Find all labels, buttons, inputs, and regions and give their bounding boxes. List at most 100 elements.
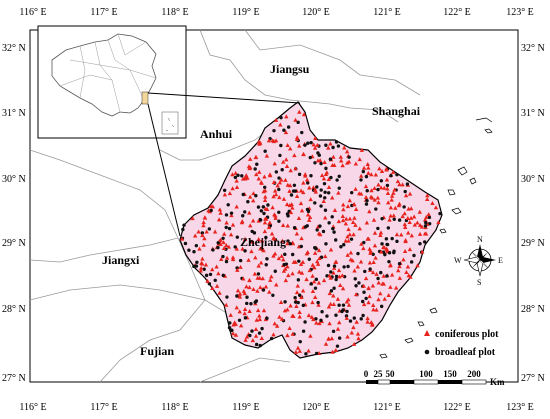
x-tick-top: 119° E	[232, 7, 259, 18]
coniferous-plot-marker	[271, 253, 276, 258]
broadleaf-plot-marker	[389, 173, 393, 178]
coniferous-plot-marker	[321, 278, 327, 283]
coniferous-plot-marker	[250, 218, 256, 223]
coniferous-plot-marker	[359, 241, 364, 246]
broadleaf-plot-marker	[207, 227, 212, 231]
plot-points	[179, 109, 442, 356]
coniferous-plot-marker	[298, 201, 304, 206]
coniferous-plot-marker	[395, 179, 401, 184]
coniferous-plot-marker	[277, 195, 282, 200]
coniferous-plot-marker	[301, 151, 306, 156]
scale-tick: 200	[467, 369, 481, 379]
coniferous-plot-marker	[355, 264, 360, 269]
coniferous-plot-marker	[377, 166, 382, 171]
coniferous-plot-marker	[242, 311, 247, 316]
coniferous-plot-marker	[217, 290, 222, 295]
broadleaf-plot-marker	[277, 210, 281, 214]
broadleaf-plot-marker	[226, 203, 230, 207]
coniferous-plot-marker	[389, 193, 395, 198]
broadleaf-plot-marker	[306, 141, 310, 145]
coniferous-plot-marker	[288, 168, 293, 173]
coniferous-plot-marker	[310, 273, 315, 278]
coniferous-plot-marker	[261, 308, 267, 313]
broadleaf-plot-marker	[334, 274, 339, 279]
coniferous-plot-marker	[316, 231, 322, 236]
coniferous-plot-marker	[239, 220, 245, 225]
broadleaf-plot-marker	[209, 208, 213, 213]
compass-s: S	[477, 278, 481, 287]
coniferous-plot-marker	[315, 158, 321, 163]
broadleaf-plot-marker	[303, 143, 307, 147]
coniferous-plot-marker	[190, 216, 195, 221]
coniferous-plot-marker	[257, 317, 263, 322]
broadleaf-plot-marker	[307, 257, 311, 261]
broadleaf-plot-marker	[380, 242, 384, 246]
coniferous-plot-marker	[279, 316, 285, 321]
coniferous-plot-marker	[327, 321, 332, 326]
coniferous-plot-marker	[234, 246, 239, 251]
broadleaf-plot-marker	[376, 226, 380, 231]
broadleaf-plot-marker	[362, 240, 366, 245]
broadleaf-plot-marker	[334, 313, 338, 317]
coniferous-plot-marker	[409, 233, 415, 238]
coniferous-plot-marker	[370, 195, 375, 200]
coniferous-plot-marker	[402, 222, 408, 227]
coniferous-plot-marker	[234, 185, 240, 190]
coniferous-plot-marker	[328, 301, 333, 306]
broadleaf-plot-marker	[227, 226, 232, 231]
x-tick-bottom: 120° E	[302, 402, 330, 413]
broadleaf-plot-marker	[221, 273, 225, 278]
coniferous-plot-marker	[385, 191, 391, 196]
coniferous-plot-marker	[327, 291, 332, 296]
broadleaf-plot-marker	[423, 224, 428, 228]
coniferous-plot-marker	[255, 308, 261, 313]
coniferous-plot-marker	[294, 135, 300, 140]
legend-coniferous-marker	[424, 330, 430, 336]
coniferous-plot-marker	[323, 341, 329, 346]
coniferous-plot-marker	[317, 321, 322, 326]
coniferous-plot-marker	[237, 309, 242, 314]
coniferous-plot-marker	[224, 220, 229, 225]
scale-bar: 0 25 50 100 150 200 Km	[364, 369, 505, 387]
coniferous-plot-marker	[304, 177, 310, 182]
coniferous-plot-marker	[353, 222, 358, 227]
broadleaf-plot-marker	[301, 303, 306, 308]
coniferous-plot-marker	[290, 205, 295, 210]
coniferous-plot-marker	[275, 183, 280, 188]
broadleaf-plot-marker	[324, 242, 328, 246]
broadleaf-plot-marker	[304, 352, 308, 356]
broadleaf-plot-marker	[392, 250, 396, 255]
coniferous-plot-marker	[403, 193, 409, 198]
coniferous-plot-marker	[385, 247, 390, 252]
coniferous-plot-marker	[276, 256, 282, 261]
broadleaf-plot-marker	[208, 272, 213, 277]
coniferous-plot-marker	[248, 156, 253, 161]
broadleaf-plot-marker	[330, 215, 334, 219]
coniferous-plot-marker	[347, 232, 353, 237]
coniferous-plot-marker	[263, 194, 268, 199]
coniferous-plot-marker	[224, 255, 230, 260]
coniferous-plot-marker	[257, 313, 262, 318]
coniferous-plot-marker	[244, 173, 249, 178]
broadleaf-plot-marker	[352, 316, 356, 320]
coniferous-plot-marker	[255, 288, 260, 293]
coniferous-plot-marker	[322, 160, 327, 165]
broadleaf-plot-marker	[363, 269, 367, 274]
compass-w: W	[454, 256, 462, 265]
coniferous-plot-marker	[251, 287, 256, 292]
y-tick-left: 31° N	[2, 108, 26, 119]
broadleaf-plot-marker	[274, 170, 279, 174]
broadleaf-plot-marker	[265, 316, 269, 320]
broadleaf-plot-marker	[181, 227, 185, 232]
coniferous-plot-marker	[310, 262, 315, 267]
broadleaf-plot-marker	[342, 274, 347, 279]
broadleaf-plot-marker	[265, 257, 269, 261]
coniferous-plot-marker	[257, 275, 263, 280]
broadleaf-plot-marker	[329, 289, 334, 293]
broadleaf-plot-marker	[291, 252, 295, 257]
coniferous-plot-marker	[387, 217, 392, 222]
broadleaf-plot-marker	[342, 243, 346, 247]
coniferous-plot-marker	[297, 348, 302, 353]
broadleaf-plot-marker	[380, 216, 384, 221]
